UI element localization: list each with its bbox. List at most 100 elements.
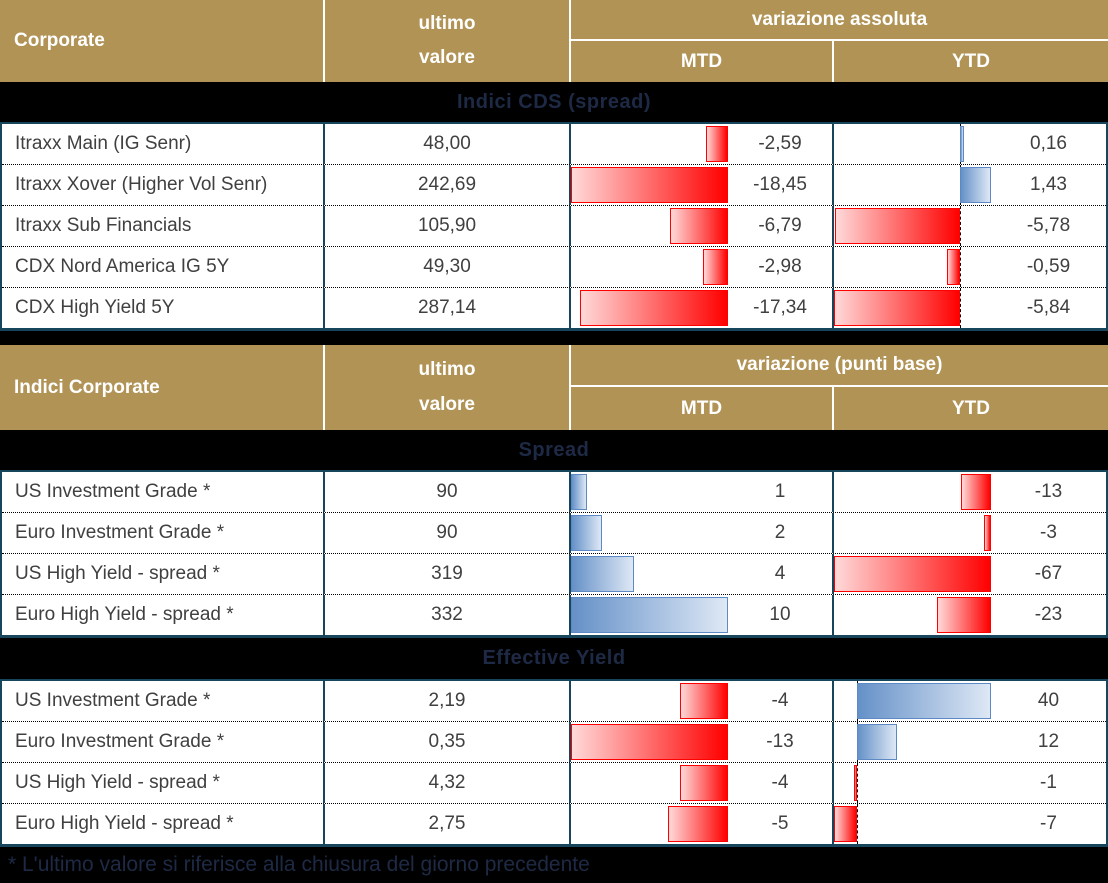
table-row: US Investment Grade * 2,19 -4 40 (2, 681, 1106, 722)
mtd-negative-bar (702, 249, 728, 285)
mtd-bar-zone (571, 681, 728, 721)
mtd-negative-bar (580, 290, 728, 326)
ytd-bar-zone (834, 763, 991, 803)
mtd-bar-zone (571, 763, 728, 803)
mtd-cell: -4 (571, 763, 834, 803)
ytd-value: -5,78 (1026, 215, 1071, 236)
row-label: Itraxx Sub Financials (2, 206, 325, 246)
mtd-negative-bar (670, 208, 728, 244)
ytd-cell: 40 (834, 681, 1106, 721)
ytd-value: -1 (1040, 772, 1057, 793)
row-label: US High Yield - spread * (2, 554, 325, 594)
ytd-negative-bar (854, 765, 858, 801)
variation-column-header: variazione assoluta (571, 0, 1108, 41)
last-value: 90 (325, 472, 571, 512)
mtd-value: 2 (774, 522, 786, 543)
ytd-cell: -67 (834, 554, 1106, 594)
bar-axis (960, 206, 962, 246)
ytd-cell: -1 (834, 763, 1106, 803)
mtd-value: -5 (771, 813, 789, 834)
ytd-negative-bar (834, 290, 961, 326)
section-band-effective-yield: Effective Yield (0, 638, 1108, 679)
last-value-label-line2: valore (419, 47, 475, 68)
table-row: US High Yield - spread * 319 4 -67 (2, 554, 1106, 595)
mtd-positive-bar (571, 597, 728, 633)
ytd-cell: -5,78 (834, 206, 1106, 246)
ytd-negative-bar (834, 806, 858, 842)
last-value: 319 (325, 554, 571, 594)
mtd-negative-bar (679, 765, 728, 801)
ytd-column-header: YTD (952, 50, 990, 72)
table-row: Euro Investment Grade * 0,35 -13 12 (2, 722, 1106, 763)
ytd-cell: -23 (834, 595, 1106, 635)
table-row: US Investment Grade * 90 1 -13 (2, 472, 1106, 513)
mtd-positive-bar (571, 474, 587, 510)
last-value: 242,69 (325, 165, 571, 205)
table-row: Euro Investment Grade * 90 2 -3 (2, 513, 1106, 554)
ytd-value: -23 (1034, 604, 1063, 625)
table-title: Corporate (0, 0, 325, 82)
row-label: Euro High Yield - spread * (2, 804, 325, 844)
mtd-cell: -2,59 (571, 124, 834, 164)
footnote: * L'ultimo valore si riferisce alla chiu… (0, 847, 1108, 883)
bar-axis (960, 288, 962, 328)
mtd-bar-zone (571, 124, 728, 164)
section-band-indici-cds: Indici CDS (spread) (0, 82, 1108, 122)
ytd-negative-bar (835, 208, 961, 244)
ytd-bar-zone (834, 247, 991, 287)
last-value: 48,00 (325, 124, 571, 164)
ytd-positive-bar (960, 126, 964, 162)
row-label: US Investment Grade * (2, 472, 325, 512)
mtd-value: -17,34 (753, 297, 807, 318)
ytd-bar-zone (834, 513, 991, 553)
mtd-bar-zone (571, 288, 728, 328)
row-label: US Investment Grade * (2, 681, 325, 721)
ytd-bar-zone (834, 722, 991, 762)
mtd-bar-zone (571, 722, 728, 762)
ytd-value: -0,59 (1026, 256, 1071, 277)
table-row: Itraxx Sub Financials 105,90 -6,79 -5,78 (2, 206, 1106, 247)
ytd-value: -3 (1040, 522, 1057, 543)
mtd-cell: -13 (571, 722, 834, 762)
mtd-cell: 1 (571, 472, 834, 512)
mtd-cell: -18,45 (571, 165, 834, 205)
last-value-label-line1: ultimo (418, 13, 476, 34)
ytd-cell: -3 (834, 513, 1106, 553)
mtd-value: -2,59 (758, 133, 802, 154)
ytd-value: -67 (1034, 563, 1063, 584)
ytd-value: -5,84 (1026, 297, 1071, 318)
mtd-negative-bar (571, 167, 728, 203)
ytd-bar-zone (834, 165, 991, 205)
row-label: Itraxx Main (IG Senr) (2, 124, 325, 164)
ytd-bar-zone (834, 554, 991, 594)
last-value-column-header: ultimo valore (325, 0, 571, 82)
mtd-positive-bar (571, 515, 603, 551)
mtd-bar-zone (571, 595, 728, 635)
table-separator (0, 331, 1108, 345)
table-row: Itraxx Xover (Higher Vol Senr) 242,69 -18,… (2, 165, 1106, 206)
row-label: Euro Investment Grade * (2, 513, 325, 553)
mtd-bar-zone (571, 206, 728, 246)
table-title: Indici Corporate (0, 345, 325, 430)
mtd-cell: -2,98 (571, 247, 834, 287)
variation-column-header: variazione (punti base) (571, 345, 1108, 387)
ytd-value: -13 (1034, 481, 1063, 502)
last-value-label-line2: valore (419, 394, 475, 416)
mtd-bar-zone (571, 554, 728, 594)
ytd-negative-bar (960, 474, 991, 510)
row-label: CDX Nord America IG 5Y (2, 247, 325, 287)
last-value: 2,19 (325, 681, 571, 721)
mtd-value: -6,79 (758, 215, 802, 236)
mtd-cell: -4 (571, 681, 834, 721)
mtd-value: 4 (774, 563, 786, 584)
row-label: Euro High Yield - spread * (2, 595, 325, 635)
ytd-cell: -0,59 (834, 247, 1106, 287)
ytd-column-header: YTD (952, 397, 990, 419)
mtd-positive-bar (571, 556, 634, 592)
ytd-cell: 12 (834, 722, 1106, 762)
ytd-bar-zone (834, 288, 991, 328)
mtd-column-header: MTD (571, 41, 834, 82)
ytd-bar-zone (834, 124, 991, 164)
mtd-negative-bar (667, 806, 728, 842)
